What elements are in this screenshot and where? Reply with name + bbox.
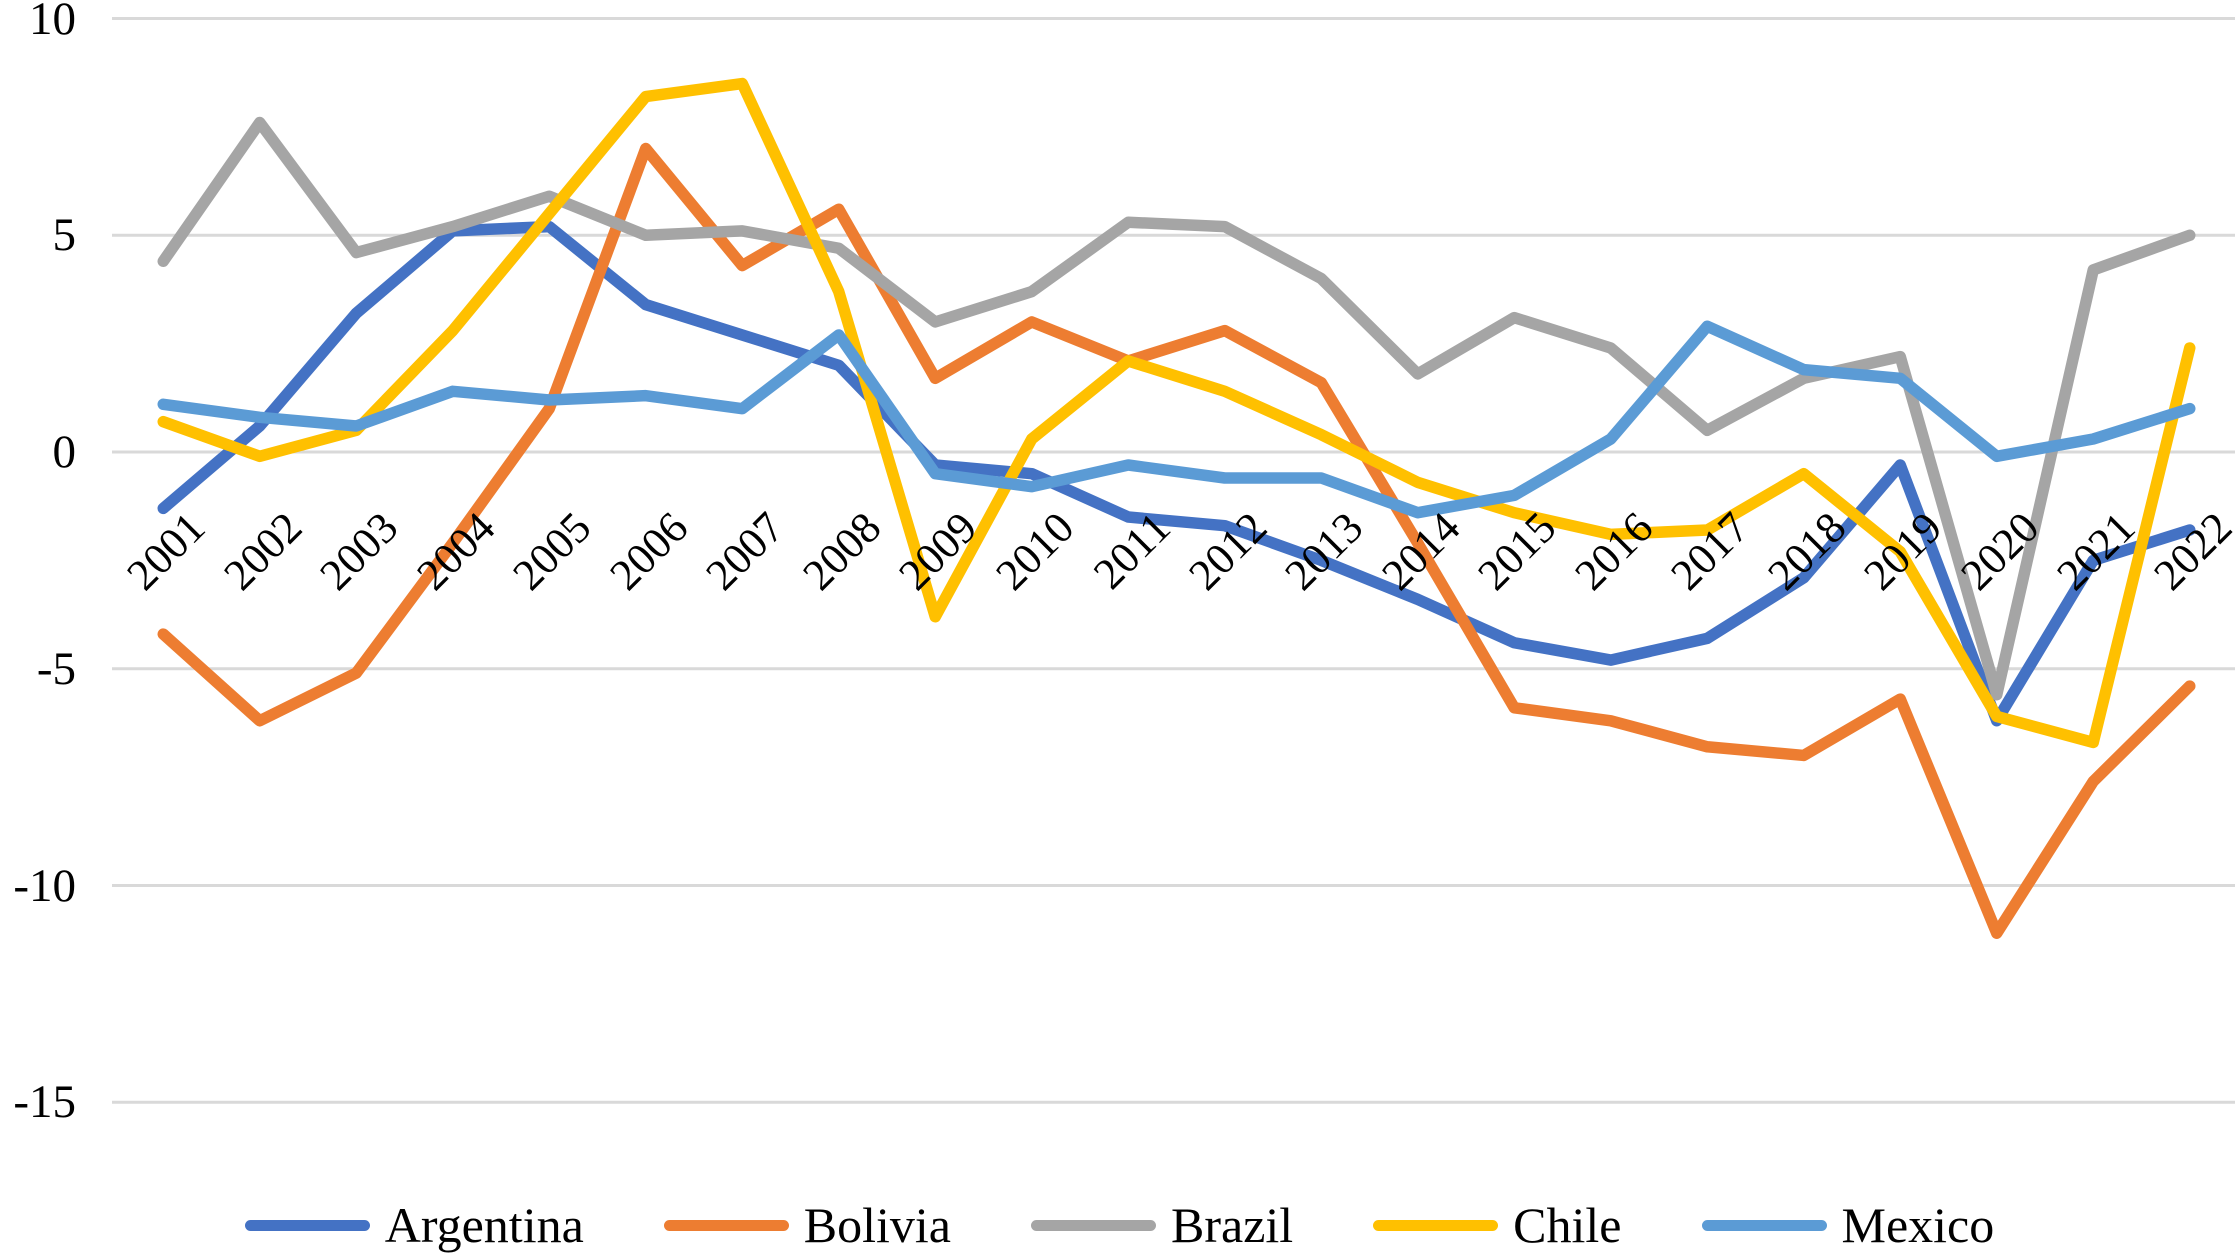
legend-swatch-argentina (244, 1219, 370, 1231)
legend-item-chile: Chile (1373, 1196, 1622, 1254)
y-axis-tick-label: 5 (52, 209, 77, 262)
y-axis-tick-label: 10 (29, 0, 76, 45)
legend-item-brazil: Brazil (1031, 1196, 1293, 1254)
legend-label: Argentina (384, 1197, 584, 1253)
y-axis-tick-label: -5 (36, 642, 76, 695)
legend-label: Brazil (1171, 1197, 1294, 1253)
legend-swatch-bolivia (663, 1219, 789, 1231)
y-axis-tick-label: 0 (52, 426, 77, 478)
series-line-chile (157, 77, 2196, 749)
legend-swatch-brazil (1031, 1219, 1156, 1231)
legend-item-bolivia: Bolivia (663, 1196, 951, 1254)
series-line-mexico (157, 320, 2196, 519)
y-axis-tick-label: -15 (13, 1076, 76, 1129)
legend-item-mexico: Mexico (1701, 1196, 1995, 1254)
series-line-argentina (157, 220, 2196, 727)
legend-label: Mexico (1841, 1197, 1995, 1253)
legend-swatch-chile (1373, 1219, 1499, 1231)
series-line-bolivia (157, 142, 2196, 939)
legend: Argentina Bolivia Brazil Chile Mexico (0, 1196, 2239, 1254)
legend-label: Bolivia (803, 1197, 951, 1253)
legend-label: Chile (1513, 1197, 1622, 1253)
y-axis-tick-label: -10 (13, 859, 76, 912)
legend-item-argentina: Argentina (244, 1196, 584, 1254)
series-line-brazil (157, 116, 2196, 701)
legend-swatch-mexico (1701, 1219, 1827, 1231)
